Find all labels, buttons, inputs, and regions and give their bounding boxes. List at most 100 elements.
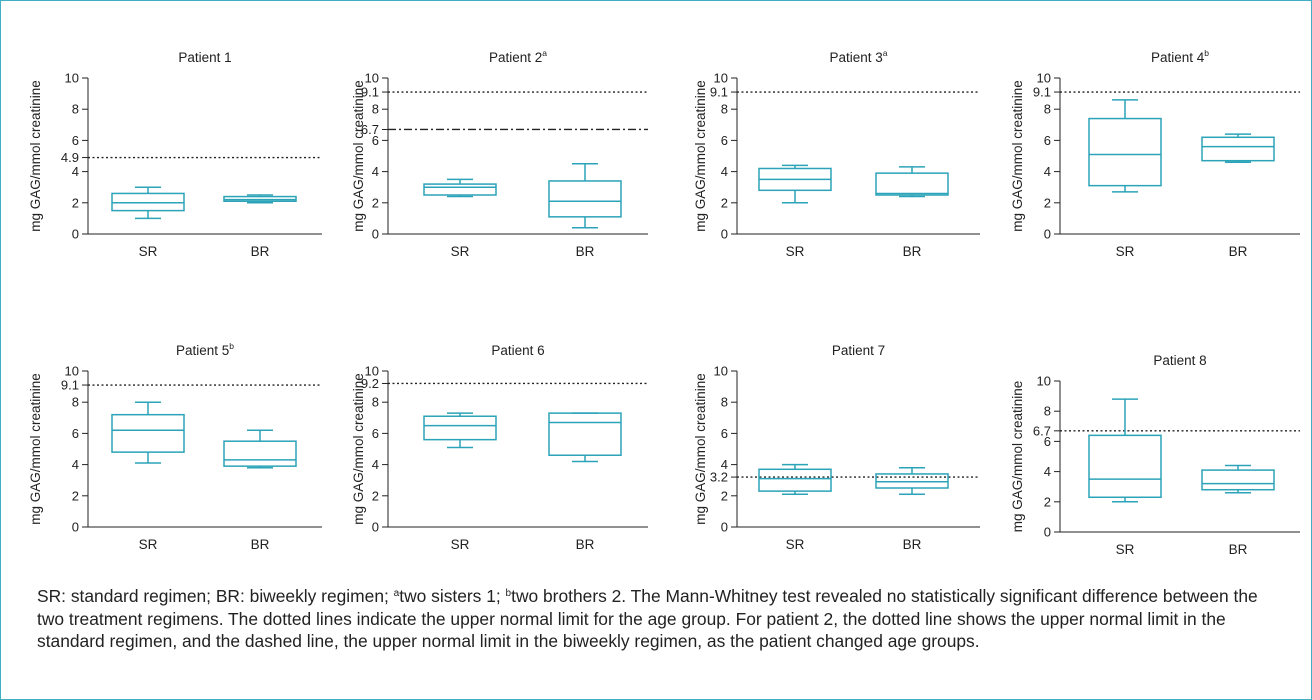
box-iqr	[1201, 469, 1275, 491]
box-sr	[758, 164, 832, 204]
box-iqr	[548, 180, 622, 218]
y-axis-label: mg GAG/mmol creatinine	[1010, 80, 1025, 232]
box-br	[223, 194, 297, 204]
box-iqr	[423, 415, 497, 441]
box-iqr	[758, 468, 832, 492]
y-tick-label: 0	[372, 520, 379, 535]
y-tick-label: 10	[714, 364, 728, 379]
y-tick-label: 6	[72, 426, 79, 441]
y-tick-label: 10	[65, 364, 79, 379]
y-tick-label: 8	[721, 102, 728, 117]
y-tick-label: 2	[721, 195, 728, 210]
y-tick-label: 8	[372, 395, 379, 410]
y-tick-label: 0	[1044, 227, 1051, 242]
chart-title: Patient 1	[178, 50, 231, 65]
y-tick-label: 4	[1044, 164, 1051, 179]
y-tick-label: 0	[1044, 525, 1051, 540]
y-tick-label: 9.1	[710, 85, 728, 100]
y-tick-label: 8	[1044, 404, 1051, 419]
y-tick-label: 0	[721, 227, 728, 242]
y-tick-label: 6	[1044, 434, 1051, 449]
x-tick-label: SR	[139, 537, 158, 552]
y-tick-label: 6.7	[1033, 423, 1051, 438]
y-tick-label: 8	[721, 395, 728, 410]
box-iqr	[111, 192, 185, 212]
x-tick-label: SR	[451, 244, 470, 259]
box-iqr	[875, 172, 949, 196]
y-tick-label: 2	[372, 488, 379, 503]
title-superscript: a	[883, 48, 888, 58]
y-tick-label: 8	[72, 102, 79, 117]
y-tick-label: 0	[721, 520, 728, 535]
chart-title: Patient 7	[832, 343, 885, 358]
box-br	[1201, 133, 1275, 163]
box-iqr	[423, 183, 497, 196]
caption-superscript: b	[505, 588, 512, 599]
y-tick-label: 6	[1044, 133, 1051, 148]
y-axis-label: mg GAG/mmol creatinine	[28, 373, 43, 525]
x-tick-label: SR	[451, 537, 470, 552]
y-tick-label: 10	[365, 364, 379, 379]
box-br	[875, 466, 949, 495]
y-axis-label: mg GAG/mmol creatinine	[1010, 381, 1025, 533]
box-plot-grid: Patient 1mg GAG/mmol creatinine0244.9681…	[28, 48, 1300, 557]
y-tick-label: 9.1	[361, 85, 379, 100]
box-iqr	[1088, 434, 1162, 499]
box-iqr	[548, 412, 622, 456]
chart-panel-3: Patient 3a mg GAG/mmol creatinine 0 2 4 6 8 9.1…	[693, 48, 980, 259]
y-tick-label: 4	[721, 457, 728, 472]
caption-superscript: a	[393, 588, 400, 599]
box-iqr	[1088, 117, 1162, 187]
chart-panel-1: Patient 1 mg GAG/mmol creatinine 0 2 44.9 6 8 1…	[28, 50, 322, 259]
title-superscript: a	[542, 48, 547, 58]
y-tick-label: 4	[72, 164, 79, 179]
box-sr	[111, 401, 185, 464]
y-tick-label: 9.1	[61, 378, 79, 393]
y-tick-label: 10	[65, 71, 79, 86]
box-br	[875, 166, 949, 198]
y-tick-label: 8	[372, 102, 379, 117]
box-sr	[423, 412, 497, 449]
caption-text: two sisters 1;	[399, 586, 506, 606]
chart-panel-5: Patient 5b mg GAG/mmol creatinine 0 2 4 6 8 9.1…	[28, 341, 322, 552]
y-tick-label: 6	[72, 133, 79, 148]
y-tick-label: 8	[1044, 102, 1051, 117]
chart-panel-4: Patient 4b mg GAG/mmol creatinine 0 2 4 6 8 9.1…	[1010, 48, 1300, 259]
y-axis-label: mg GAG/mmol creatinine	[351, 373, 366, 525]
y-tick-label: 2	[1044, 494, 1051, 509]
box-br	[223, 429, 297, 469]
x-tick-label: BR	[251, 244, 270, 259]
x-tick-label: BR	[903, 244, 922, 259]
y-tick-label: 4	[721, 164, 728, 179]
box-sr	[423, 178, 497, 198]
box-iqr	[223, 195, 297, 202]
box-sr	[1088, 99, 1162, 193]
y-tick-label: 2	[72, 488, 79, 503]
y-tick-label: 4	[372, 457, 379, 472]
box-sr	[758, 463, 832, 495]
y-axis-label: mg GAG/mmol creatinine	[351, 80, 366, 232]
y-tick-label: 8	[72, 395, 79, 410]
chart-title: Patient 5b	[176, 341, 234, 358]
y-tick-label: 0	[372, 227, 379, 242]
x-tick-label: SR	[786, 244, 805, 259]
chart-panel-2: Patient 2a mg GAG/mmol creatinine 0 2 4 66.7 8…	[351, 48, 648, 259]
y-tick-label: 9.1	[1033, 85, 1051, 100]
y-axis-label: mg GAG/mmol creatinine	[28, 80, 43, 232]
y-tick-label: 4	[1044, 464, 1051, 479]
chart-title: Patient 2a	[489, 48, 547, 65]
y-tick-label: 4	[372, 164, 379, 179]
chart-title: Patient 3a	[829, 48, 887, 65]
y-tick-label: 4.9	[61, 150, 79, 165]
y-tick-label: 10	[714, 71, 728, 86]
box-br	[1201, 464, 1275, 494]
x-tick-label: SR	[139, 244, 158, 259]
x-tick-label: SR	[1116, 244, 1135, 259]
caption-text: two brothers 2. The Mann-Whitney test re…	[37, 586, 1258, 651]
chart-title: Patient 4b	[1151, 48, 1209, 65]
y-tick-label: 0	[72, 227, 79, 242]
chart-title: Patient 6	[491, 343, 544, 358]
box-sr	[1088, 398, 1162, 503]
y-tick-label: 0	[72, 520, 79, 535]
x-tick-label: SR	[786, 537, 805, 552]
